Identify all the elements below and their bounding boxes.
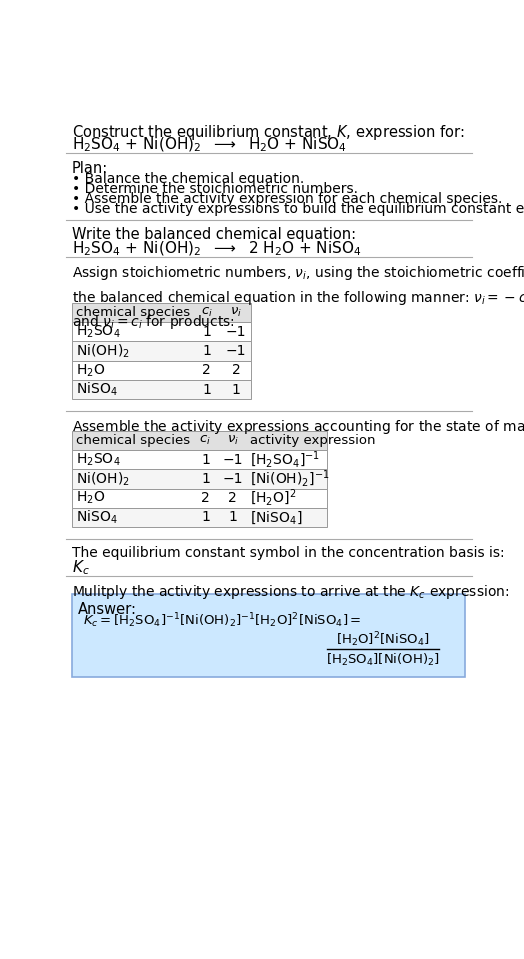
- Bar: [72, 469, 328, 488]
- Text: Mulitply the activity expressions to arrive at the $K_c$ expression:: Mulitply the activity expressions to arr…: [72, 583, 509, 601]
- Text: $K_c = [\mathregular{H_2SO_4}]^{-1}[\mathrm{Ni(OH)_2}]^{-1}[\mathregular{H_2O}]^: $K_c = [\mathregular{H_2SO_4}]^{-1}[\mat…: [83, 612, 361, 630]
- Text: • Assemble the activity expression for each chemical species.: • Assemble the activity expression for e…: [72, 192, 502, 206]
- Text: Write the balanced chemical equation:: Write the balanced chemical equation:: [72, 227, 356, 243]
- Text: • Use the activity expressions to build the equilibrium constant expression.: • Use the activity expressions to build …: [72, 202, 524, 216]
- Text: −1: −1: [226, 325, 246, 339]
- Text: $[\mathregular{H_2SO_4}]^{-1}$: $[\mathregular{H_2SO_4}]^{-1}$: [250, 450, 320, 470]
- Text: 2: 2: [232, 363, 241, 377]
- Text: Ni(OH)$\mathregular{_2}$: Ni(OH)$\mathregular{_2}$: [75, 342, 129, 360]
- Text: Ni(OH)$\mathregular{_2}$: Ni(OH)$\mathregular{_2}$: [75, 470, 129, 487]
- Bar: [72, 341, 250, 361]
- Bar: [72, 507, 328, 527]
- Text: $\mathregular{H_2}$O: $\mathregular{H_2}$O: [75, 363, 105, 379]
- Text: NiSO$\mathregular{_4}$: NiSO$\mathregular{_4}$: [75, 508, 117, 526]
- Text: −1: −1: [222, 472, 243, 486]
- Text: $[\mathrm{Ni(OH)_2}]^{-1}$: $[\mathrm{Ni(OH)_2}]^{-1}$: [250, 469, 330, 489]
- Bar: [72, 488, 328, 507]
- Text: 2: 2: [228, 491, 237, 505]
- Text: −1: −1: [222, 453, 243, 467]
- FancyBboxPatch shape: [72, 594, 465, 677]
- Text: • Determine the stoichiometric numbers.: • Determine the stoichiometric numbers.: [72, 182, 358, 196]
- Bar: [72, 361, 250, 380]
- Text: 2: 2: [201, 491, 210, 505]
- Text: $\mathregular{H_2SO_4}$: $\mathregular{H_2SO_4}$: [75, 452, 120, 468]
- Text: $c_i$: $c_i$: [201, 306, 212, 319]
- Text: 1: 1: [202, 383, 211, 397]
- Text: $\nu_i$: $\nu_i$: [226, 433, 238, 447]
- Text: chemical species: chemical species: [75, 306, 190, 319]
- Text: $[\mathrm{NiSO_4}]$: $[\mathrm{NiSO_4}]$: [250, 509, 302, 526]
- Text: 2: 2: [202, 363, 211, 377]
- Text: 1: 1: [232, 383, 241, 397]
- Text: $\mathregular{H_2SO_4}$: $\mathregular{H_2SO_4}$: [75, 323, 120, 340]
- Text: Plan:: Plan:: [72, 160, 108, 175]
- Bar: [72, 322, 250, 341]
- Text: $c_i$: $c_i$: [200, 433, 211, 447]
- Text: Assign stoichiometric numbers, $\nu_i$, using the stoichiometric coefficients, $: Assign stoichiometric numbers, $\nu_i$, …: [72, 265, 524, 332]
- Text: NiSO$\mathregular{_4}$: NiSO$\mathregular{_4}$: [75, 381, 117, 398]
- Bar: [72, 303, 250, 322]
- Text: 1: 1: [202, 344, 211, 358]
- Text: Construct the equilibrium constant, $K$, expression for:: Construct the equilibrium constant, $K$,…: [72, 123, 464, 142]
- Text: $\mathregular{H_2}$O: $\mathregular{H_2}$O: [75, 490, 105, 506]
- Bar: [72, 450, 328, 469]
- Text: 1: 1: [228, 510, 237, 525]
- Text: $[\mathregular{H_2SO_4}][\mathrm{Ni(OH)_2}]$: $[\mathregular{H_2SO_4}][\mathrm{Ni(OH)_…: [326, 652, 440, 668]
- Text: $K_c$: $K_c$: [72, 558, 90, 577]
- Text: activity expression: activity expression: [250, 433, 376, 447]
- Bar: [72, 431, 328, 450]
- Bar: [72, 380, 250, 399]
- Text: Answer:: Answer:: [78, 601, 137, 617]
- Text: 1: 1: [201, 472, 210, 486]
- Text: $\nu_i$: $\nu_i$: [230, 306, 242, 319]
- Text: • Balance the chemical equation.: • Balance the chemical equation.: [72, 172, 304, 186]
- Text: $[\mathregular{H_2O}]^2 [\mathrm{NiSO_4}]$: $[\mathregular{H_2O}]^2 [\mathrm{NiSO_4}…: [336, 630, 430, 649]
- Text: 1: 1: [201, 453, 210, 467]
- Text: chemical species: chemical species: [75, 433, 190, 447]
- Text: Assemble the activity expressions accounting for the state of matter and $\nu_i$: Assemble the activity expressions accoun…: [72, 418, 524, 436]
- Text: The equilibrium constant symbol in the concentration basis is:: The equilibrium constant symbol in the c…: [72, 547, 504, 560]
- Text: −1: −1: [226, 344, 246, 358]
- Text: $\mathregular{H_2SO_4}$ + Ni(OH)$\mathregular{_2}$  $\longrightarrow$  2 $\mathr: $\mathregular{H_2SO_4}$ + Ni(OH)$\mathre…: [72, 240, 361, 258]
- Text: 1: 1: [201, 510, 210, 525]
- Text: 1: 1: [202, 325, 211, 339]
- Text: $[\mathregular{H_2O}]^{2}$: $[\mathregular{H_2O}]^{2}$: [250, 488, 296, 508]
- Text: $\mathregular{H_2SO_4}$ + Ni(OH)$\mathregular{_2}$  $\longrightarrow$  $\mathreg: $\mathregular{H_2SO_4}$ + Ni(OH)$\mathre…: [72, 136, 347, 154]
